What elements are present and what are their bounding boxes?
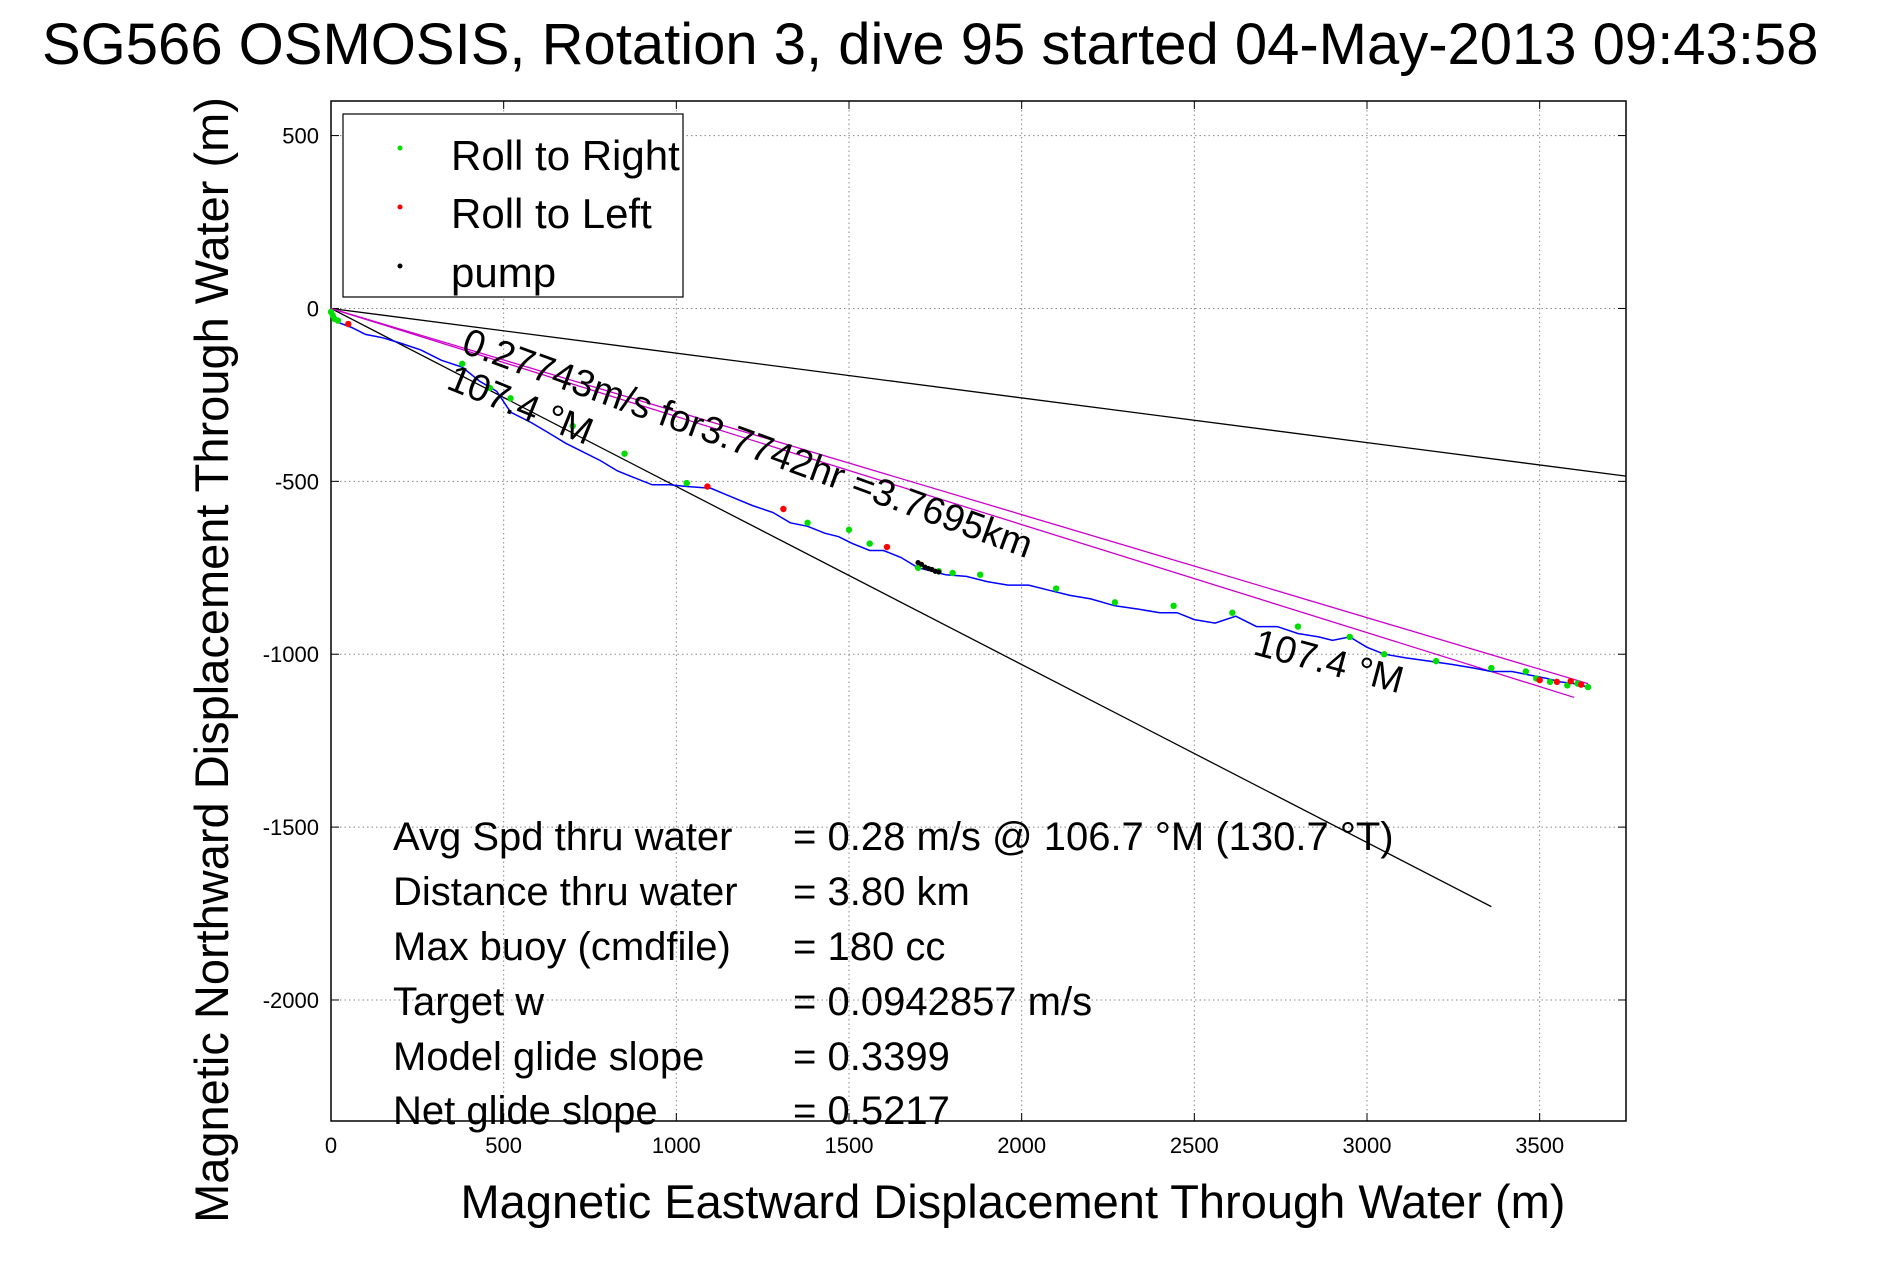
roll-right-marker [977,571,984,578]
roll-right-marker [1170,602,1177,610]
roll-right-marker [1381,651,1388,658]
roll-right-marker [1229,609,1236,616]
y-tick-label: 0 [307,296,319,321]
y-tick-label: 500 [282,124,319,149]
roll-right-marker [1111,599,1119,606]
roll-left-marker [704,483,711,490]
roll-right-marker [1488,664,1495,672]
roll-right-marker [1294,623,1302,630]
reference-line [330,307,1575,699]
roll-left-marker [345,320,352,328]
legend-marker-roll-left [397,204,403,210]
x-axis-label: Magnetic Eastward Displacement Through W… [461,1175,1566,1228]
roll-right-marker [949,569,956,577]
markers [327,308,1592,691]
stat-label-distance: Distance thru water [393,870,738,914]
speed-annotation: 0.27743m/s for3.7742hr =3.7695km [457,321,1038,567]
roll-right-marker [845,526,853,533]
reference-lines [330,307,1627,908]
reference-line [330,307,1589,685]
roll-right-marker [1546,678,1554,686]
roll-right-marker [1346,633,1353,641]
x-tick-label: 0 [325,1133,337,1158]
reference-line [330,307,1627,477]
legend-label-roll-right: Roll to Right [451,132,680,179]
x-tick-labels: 0 500 1000 1500 2000 2500 3000 3500 [325,1133,1564,1158]
roll-right-marker [507,395,514,402]
y-axis-label: Magnetic Northward Displacement Through … [185,97,238,1223]
heading-annotation-lower: 107.4 °M [1250,622,1408,702]
roll-right-marker [621,450,628,457]
stats-block: Avg Spd thru water Distance thru water M… [393,815,1394,1133]
roll-left-marker [883,543,891,551]
legend: Roll to Right Roll to Left pump [342,113,684,298]
x-tick-label: 500 [485,1133,522,1158]
stat-label-net-glide: Net glide slope [393,1089,658,1133]
roll-right-marker [1432,657,1440,665]
roll-left-marker [1567,677,1574,685]
x-tick-label: 1500 [825,1133,874,1158]
roll-right-marker [569,422,576,430]
roll-right-marker [866,540,873,547]
stat-value-model-glide: = 0.3399 [793,1035,950,1079]
legend-marker-roll-right [397,145,403,151]
reference-line [330,307,1492,908]
stat-label-max-buoy: Max buoy (cmdfile) [393,925,731,969]
stat-label-avg-speed: Avg Spd thru water [393,815,732,859]
roll-right-marker [1522,668,1530,675]
roll-right-marker [804,519,811,527]
x-tick-label: 1000 [652,1133,701,1158]
legend-label-roll-left: Roll to Left [451,190,652,237]
roll-right-marker [1584,683,1592,691]
ticks [330,101,1626,1121]
roll-right-marker [334,317,342,324]
pump-marker [936,569,942,575]
roll-right-marker [914,564,922,571]
x-tick-label: 3000 [1343,1133,1392,1158]
roll-right-marker [683,479,690,487]
roll-left-marker [1553,678,1561,686]
stat-value-avg-speed: = 0.28 m/s @ 106.7 °M (130.7 °T) [793,815,1394,859]
roll-left-marker [1577,681,1585,688]
x-tick-label: 2000 [997,1133,1046,1158]
y-tick-labels: 500 0 -500 -1000 -1500 -2000 [263,124,319,1013]
roll-right-marker [486,384,494,392]
plot-frame [330,100,1627,1122]
stat-label-model-glide: Model glide slope [393,1035,704,1079]
y-tick-label: -1000 [263,642,319,667]
roll-left-marker [1536,676,1543,684]
roll-left-marker [780,505,787,513]
x-tick-label: 2500 [1170,1133,1219,1158]
legend-marker-pump [397,263,403,269]
legend-label-pump: pump [451,249,556,296]
y-tick-label: -2000 [263,988,319,1013]
stat-label-target-w: Target w [393,980,544,1024]
x-tick-label: 3500 [1515,1133,1564,1158]
y-tick-label: -500 [275,469,319,494]
y-tick-label: -1500 [263,815,319,840]
roll-right-marker [1053,585,1060,592]
pump-marker [918,561,925,567]
stat-value-max-buoy: = 180 cc [793,925,945,969]
stat-value-net-glide: = 0.5217 [793,1089,950,1133]
roll-right-marker [459,360,466,367]
chart-title: SG566 OSMOSIS, Rotation 3, dive 95 start… [42,12,1818,77]
stat-value-target-w: = 0.0942857 m/s [793,980,1092,1024]
stat-value-distance: = 3.80 km [793,870,970,914]
